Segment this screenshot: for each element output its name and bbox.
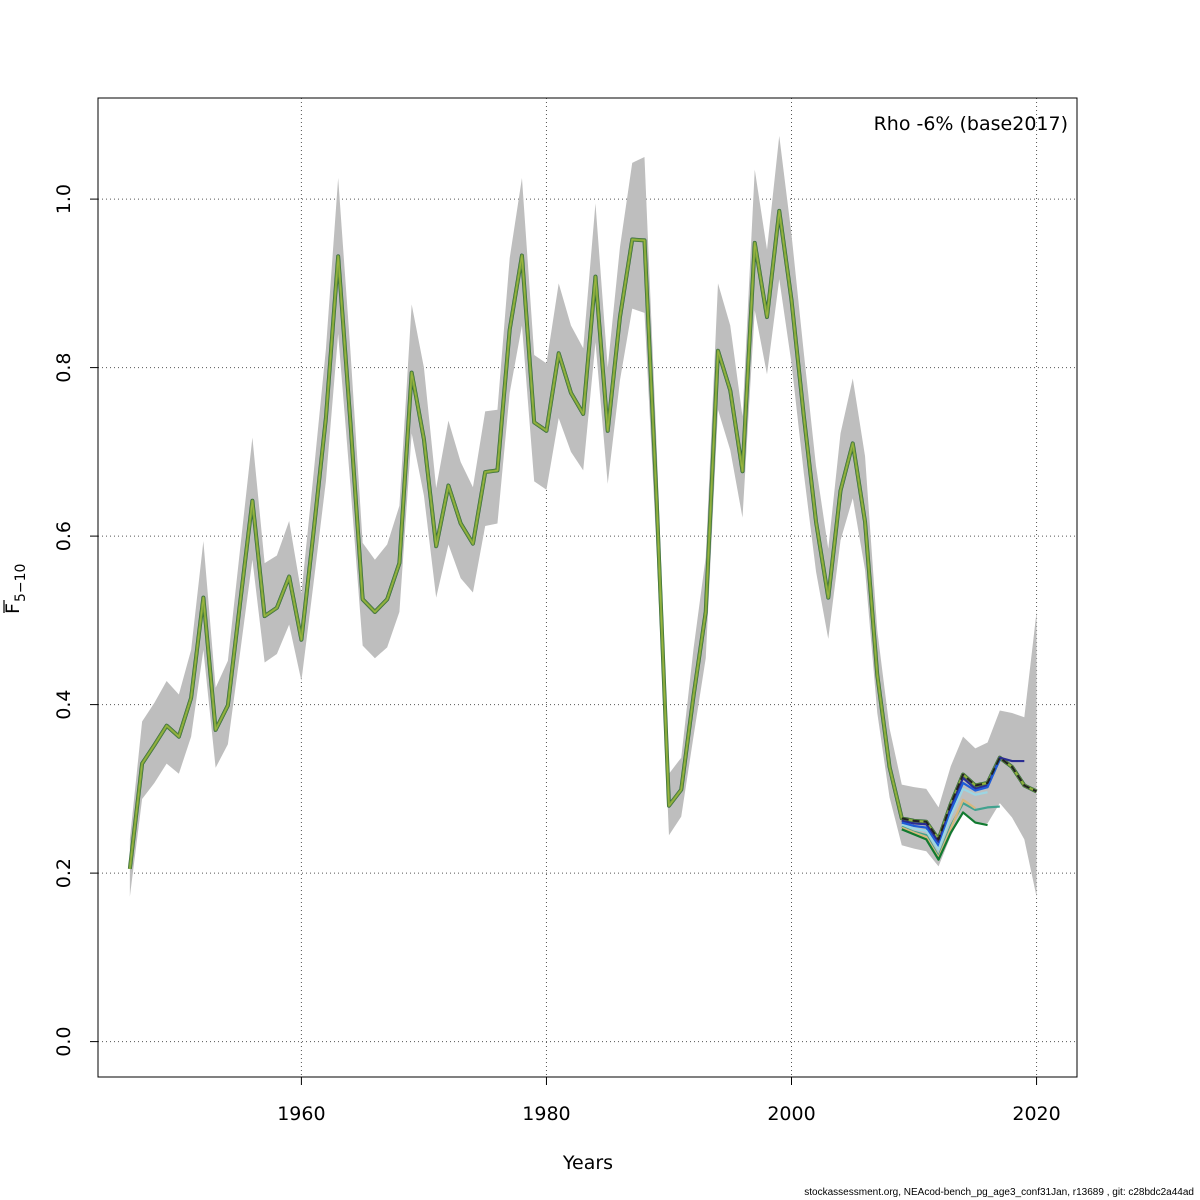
series-line-peel-3 bbox=[901, 787, 988, 851]
annotation-label: Rho -6% (base2017) bbox=[874, 113, 1068, 135]
y-axis: 0.0 0.2 0.4 0.6 0.8 1.0 bbox=[53, 184, 98, 1057]
y-tick-label: 0.6 bbox=[53, 521, 75, 551]
x-axis-label: Years bbox=[562, 1152, 613, 1174]
confidence-band-area bbox=[129, 135, 1037, 897]
y-axis-label-subscript: 5−10 bbox=[13, 564, 29, 602]
series-line-base-dashed bbox=[901, 756, 1038, 841]
series-line-base-mid bbox=[128, 209, 1038, 870]
series-line-base-inner bbox=[129, 210, 1037, 869]
series-line-peel-1 bbox=[901, 756, 1025, 844]
series-lines bbox=[127, 208, 1038, 870]
x-axis: 1960 1980 2000 2020 bbox=[277, 1077, 1061, 1125]
y-tick-label: 0.2 bbox=[53, 858, 75, 888]
y-tick-label: 1.0 bbox=[53, 184, 75, 214]
footer-credit: stockassessment.org, NEAcod-bench_pg_age… bbox=[804, 1187, 1194, 1198]
x-tick-label: 1960 bbox=[277, 1103, 325, 1125]
series-line-peel-6 bbox=[901, 811, 988, 861]
x-tick-label: 2000 bbox=[767, 1103, 815, 1125]
x-tick-label: 2020 bbox=[1012, 1103, 1060, 1125]
series-line-base-outer bbox=[127, 208, 1038, 870]
y-tick-label: 0.4 bbox=[53, 689, 75, 719]
y-axis-label: F 5−10 bbox=[2, 564, 29, 614]
series-line-peel-2 bbox=[901, 758, 1001, 848]
y-tick-label: 0.8 bbox=[53, 352, 75, 382]
plot-frame bbox=[97, 97, 1078, 1078]
x-tick-label: 1980 bbox=[522, 1103, 570, 1125]
y-tick-label: 0.0 bbox=[53, 1027, 75, 1057]
y-axis-label-main: F bbox=[2, 603, 24, 614]
confidence-band bbox=[129, 135, 1037, 897]
